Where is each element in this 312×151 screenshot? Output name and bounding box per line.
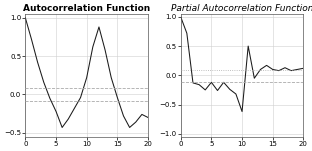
- Title: Partial Autocorrelation Function: Partial Autocorrelation Function: [171, 4, 312, 13]
- Title: Autocorrelation Function: Autocorrelation Function: [23, 4, 150, 13]
